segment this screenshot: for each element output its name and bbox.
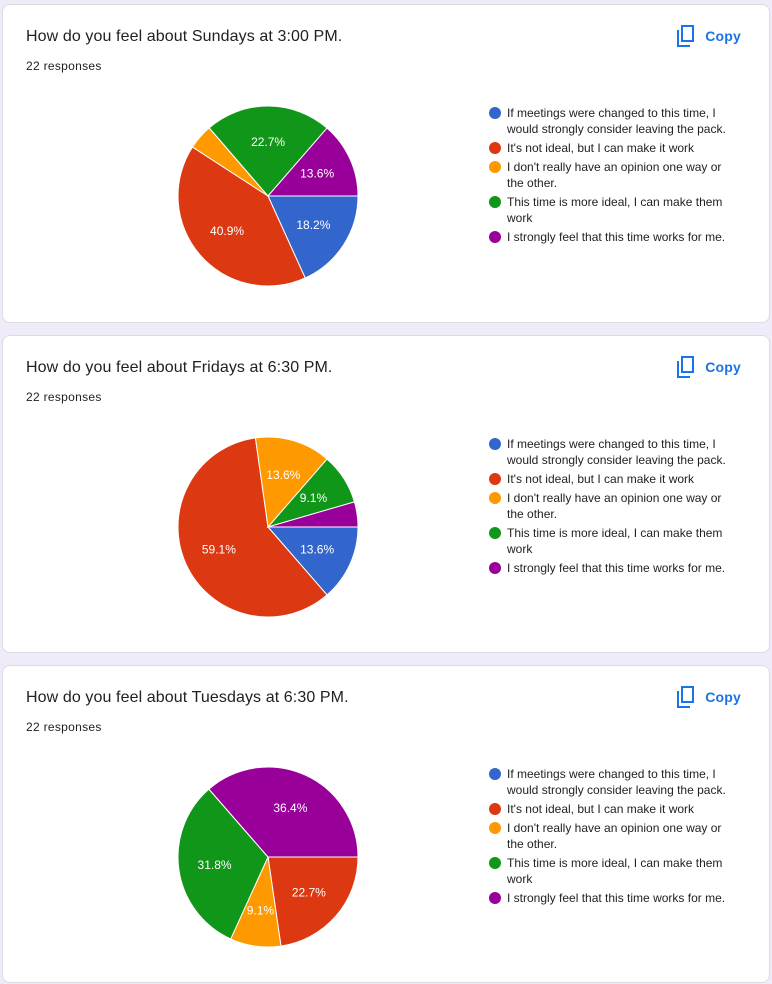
pie-slice <box>177 146 306 287</box>
legend-item: If meetings were changed to this time, I… <box>489 436 734 468</box>
response-card-sundays: How do you feel about Sundays at 3:00 PM… <box>2 4 770 323</box>
legend-item: I don't really have an opinion one way o… <box>489 820 734 852</box>
legend-label: If meetings were changed to this time, I… <box>507 767 726 797</box>
copy-button[interactable]: Copy <box>670 352 747 382</box>
legend-item: If meetings were changed to this time, I… <box>489 105 734 137</box>
slice-label: 22.7% <box>292 885 326 899</box>
slice-label: 9.1% <box>300 491 328 505</box>
pie-slice <box>267 501 359 528</box>
legend-item: It's not ideal, but I can make it work <box>489 471 734 487</box>
slice-label: 13.6% <box>266 468 300 482</box>
legend-dot <box>489 142 501 154</box>
legend-label: I don't really have an opinion one way o… <box>507 491 722 521</box>
legend-dot <box>489 161 501 173</box>
pie-chart: 22.7% 9.1% 31.8% 36.4% <box>177 766 359 948</box>
legend-dot <box>489 527 501 539</box>
legend-dot <box>489 822 501 834</box>
legend-item: This time is more ideal, I can make them… <box>489 525 734 557</box>
slice-label: 13.6% <box>300 542 334 556</box>
copy-button[interactable]: Copy <box>670 682 747 712</box>
legend-item: I strongly feel that this time works for… <box>489 560 734 576</box>
legend-label: I strongly feel that this time works for… <box>507 891 726 905</box>
pie-slice <box>254 436 328 529</box>
legend-label: This time is more ideal, I can make them… <box>507 526 723 556</box>
slice-label: 22.7% <box>251 135 285 149</box>
legend-label: It's not ideal, but I can make it work <box>507 472 695 486</box>
pie-slice <box>266 127 359 197</box>
legend-item: I don't really have an opinion one way o… <box>489 490 734 522</box>
legend-label: I strongly feel that this time works for… <box>507 230 726 244</box>
legend-dot <box>489 803 501 815</box>
question-title: How do you feel about Tuesdays at 6:30 P… <box>26 689 349 706</box>
legend-label: This time is more ideal, I can make them… <box>507 195 723 225</box>
legend-item: It's not ideal, but I can make it work <box>489 140 734 156</box>
legend-label: If meetings were changed to this time, I… <box>507 106 726 136</box>
pie-slice <box>208 105 328 197</box>
legend-label: This time is more ideal, I can make them… <box>507 856 723 886</box>
chart-legend: If meetings were changed to this time, I… <box>489 766 734 909</box>
response-count: 22 responses <box>26 720 102 734</box>
legend-dot <box>489 107 501 119</box>
question-title: How do you feel about Fridays at 6:30 PM… <box>26 359 333 376</box>
response-count: 22 responses <box>26 390 102 404</box>
legend-dot <box>489 768 501 780</box>
response-count: 22 responses <box>26 59 102 73</box>
copy-label: Copy <box>705 689 741 705</box>
copy-icon <box>676 686 696 708</box>
pie-slice <box>266 526 359 596</box>
pie-slice <box>267 195 359 279</box>
chart-legend: If meetings were changed to this time, I… <box>489 436 734 579</box>
pie-slice <box>177 437 328 618</box>
slice-label: 13.6% <box>300 167 334 181</box>
legend-label: I don't really have an opinion one way o… <box>507 821 722 851</box>
legend-dot <box>489 857 501 869</box>
slice-label: 18.2% <box>296 218 330 232</box>
legend-item: If meetings were changed to this time, I… <box>489 766 734 798</box>
legend-label: I strongly feel that this time works for… <box>507 561 726 575</box>
question-title: How do you feel about Sundays at 3:00 PM… <box>26 28 343 45</box>
legend-dot <box>489 438 501 450</box>
legend-item: I don't really have an opinion one way o… <box>489 159 734 191</box>
legend-item: It's not ideal, but I can make it work <box>489 801 734 817</box>
legend-item: This time is more ideal, I can make them… <box>489 194 734 226</box>
legend-label: It's not ideal, but I can make it work <box>507 141 695 155</box>
response-card-fridays: How do you feel about Fridays at 6:30 PM… <box>2 335 770 653</box>
legend-dot <box>489 492 501 504</box>
copy-button[interactable]: Copy <box>670 21 747 51</box>
pie-slice <box>177 788 269 940</box>
pie-slice <box>208 766 359 858</box>
slice-label: 31.8% <box>198 858 232 872</box>
legend-dot <box>489 231 501 243</box>
pie-slice <box>267 856 359 947</box>
legend-label: I don't really have an opinion one way o… <box>507 160 722 190</box>
legend-dot <box>489 473 501 485</box>
legend-label: If meetings were changed to this time, I… <box>507 437 726 467</box>
chart-legend: If meetings were changed to this time, I… <box>489 105 734 248</box>
copy-label: Copy <box>705 28 741 44</box>
legend-item: I strongly feel that this time works for… <box>489 890 734 906</box>
copy-icon <box>676 25 696 47</box>
slice-label: 36.4% <box>273 801 307 815</box>
slice-label: 59.1% <box>202 542 236 556</box>
copy-icon <box>676 356 696 378</box>
slice-label: 40.9% <box>210 224 244 238</box>
legend-dot <box>489 196 501 208</box>
legend-dot <box>489 892 501 904</box>
copy-label: Copy <box>705 359 741 375</box>
legend-dot <box>489 562 501 574</box>
slice-label: 9.1% <box>247 903 275 917</box>
pie-chart: 18.2% 40.9% 22.7% 13.6% <box>177 105 359 287</box>
legend-item: I strongly feel that this time works for… <box>489 229 734 245</box>
response-card-tuesdays: How do you feel about Tuesdays at 6:30 P… <box>2 665 770 983</box>
pie-chart: 13.6%59.1%13.6%9.1% <box>177 436 359 618</box>
legend-item: This time is more ideal, I can make them… <box>489 855 734 887</box>
legend-label: It's not ideal, but I can make it work <box>507 802 695 816</box>
